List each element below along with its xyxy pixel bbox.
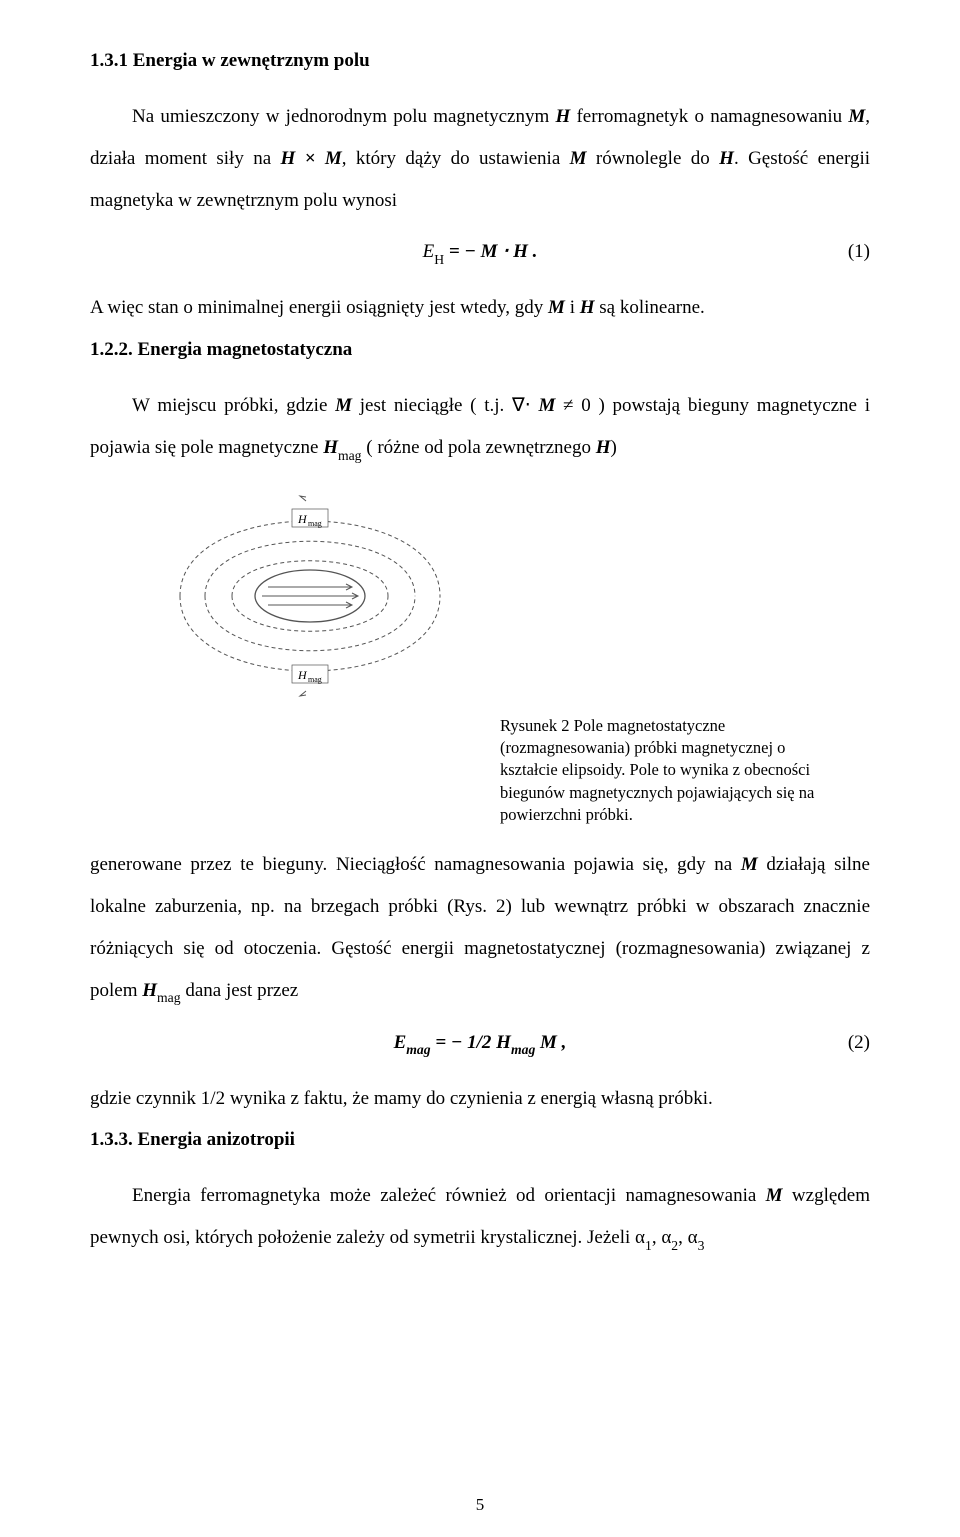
para-122-2: generowane przez te bieguny. Nieciągłość…: [90, 844, 870, 1011]
symbol-H: H: [580, 297, 595, 318]
equation-1-body: EH = − M ⋅ H .: [423, 231, 538, 273]
equation-2-body: Emag = − 1/2 Hmag M ,: [394, 1022, 567, 1064]
symbol-M: M: [538, 395, 555, 416]
text: , który dąży do ustawienia: [342, 148, 570, 169]
text: dana jest przez: [181, 980, 299, 1001]
text: ( różne od pola zewnętrznego: [362, 437, 596, 458]
symbol-Hmag-sub: mag: [338, 448, 362, 463]
text: generowane przez te bieguny. Nieciągłość…: [90, 854, 741, 875]
eq-rhs: M ,: [535, 1032, 566, 1053]
equation-1-number: (1): [848, 231, 870, 273]
eq-sub1: mag: [406, 1042, 430, 1057]
figure-2-svg: H mag H mag: [160, 481, 460, 711]
symbol-H: H: [555, 106, 570, 127]
text: Energia ferromagnetyka może zależeć równ…: [132, 1185, 766, 1206]
symbol-Hmag: H: [323, 437, 338, 458]
eq-sub: H: [434, 252, 444, 267]
para-133-1: Energia ferromagnetyka może zależeć równ…: [90, 1175, 870, 1259]
svg-text:mag: mag: [308, 675, 322, 684]
text: ): [611, 437, 617, 458]
eq-sub2: mag: [511, 1042, 535, 1057]
para-131-1: Na umieszczony w jednorodnym polu magnet…: [90, 96, 870, 221]
equation-1: EH = − M ⋅ H . (1): [90, 231, 870, 273]
eq-mid: = − 1/2 H: [431, 1032, 511, 1053]
section-heading-122: 1.2.2. Energia magnetostatyczna: [90, 339, 870, 361]
svg-text:H: H: [297, 512, 308, 526]
para-131-2: A więc stan o minimalnej energii osiągni…: [90, 287, 870, 329]
text: , α: [678, 1227, 697, 1248]
figure-2-caption: Rysunek 2 Pole magnetostatyczne (rozmagn…: [500, 715, 820, 826]
text: jest nieciągłe ( t.j. ∇⋅: [352, 395, 538, 416]
text: A więc stan o minimalnej energii osiągni…: [90, 297, 548, 318]
text: , α: [652, 1227, 671, 1248]
figure-2: H mag H mag Rysunek 2 Pole magnetostatyc…: [90, 481, 870, 826]
svg-text:H: H: [297, 668, 308, 682]
equation-2: Emag = − 1/2 Hmag M , (2): [90, 1022, 870, 1064]
alpha1-sub: 1: [645, 1238, 652, 1253]
symbol-H: H: [596, 437, 611, 458]
text: równolegle do: [587, 148, 720, 169]
page-number: 5: [476, 1495, 485, 1515]
eq-lhs: E: [394, 1032, 407, 1053]
text: Na umieszczony w jednorodnym polu magnet…: [132, 106, 555, 127]
symbol-M: M: [570, 148, 587, 169]
alpha2-sub: 2: [671, 1238, 678, 1253]
eq-rhs: = − M ⋅ H .: [444, 241, 537, 262]
figure-label-bottom: H mag: [292, 665, 328, 684]
caption-dot: .: [621, 760, 629, 779]
symbol-Hmag-sub: mag: [157, 990, 181, 1005]
figure-label-top: H mag: [292, 509, 328, 528]
equation-2-number: (2): [848, 1022, 870, 1064]
section-heading-131: 1.3.1 Energia w zewnętrznym polu: [90, 50, 870, 72]
svg-text:mag: mag: [308, 519, 322, 528]
symbol-M: M: [741, 854, 758, 875]
text: W miejscu próbki, gdzie: [132, 395, 335, 416]
eq-lhs: E: [423, 241, 435, 262]
symbol-M: M: [335, 395, 352, 416]
symbol-M: M: [848, 106, 865, 127]
alpha3-sub: 3: [698, 1238, 705, 1253]
text: i: [565, 297, 580, 318]
para-122-1: W miejscu próbki, gdzie M jest nieciągłe…: [90, 385, 870, 469]
text: ferromagnetyk o namagnesowaniu: [570, 106, 848, 127]
symbol-Hmag: H: [142, 980, 157, 1001]
symbol-HxM: H × M: [281, 148, 342, 169]
section-heading-133: 1.3.3. Energia anizotropii: [90, 1129, 870, 1151]
symbol-M: M: [766, 1185, 783, 1206]
para-122-3: gdzie czynnik 1/2 wynika z faktu, że mam…: [90, 1078, 870, 1120]
symbol-M: M: [548, 297, 565, 318]
text: są kolinearne.: [595, 297, 705, 318]
symbol-H: H: [719, 148, 734, 169]
